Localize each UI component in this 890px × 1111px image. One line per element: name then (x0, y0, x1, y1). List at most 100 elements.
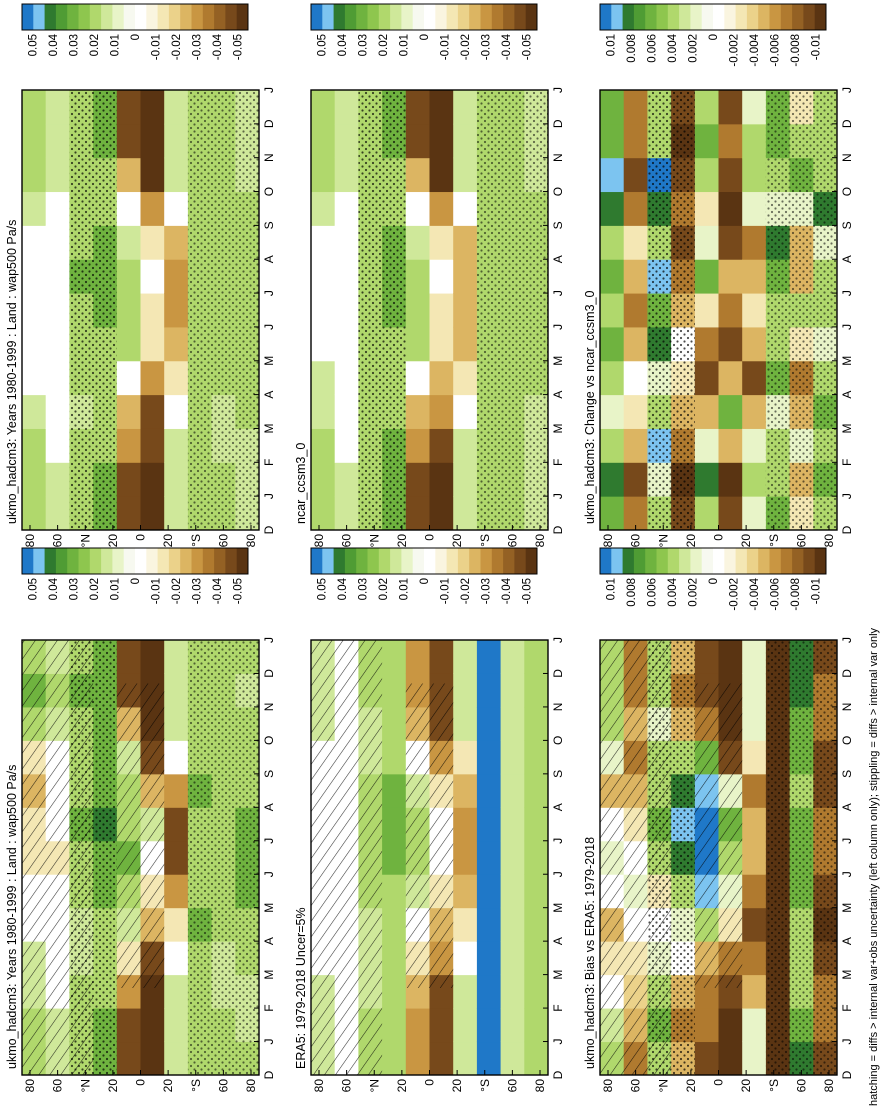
colorbar-swatch (446, 4, 459, 30)
heat-cell (453, 462, 478, 497)
heat-cell (116, 1008, 141, 1043)
lat-tick-label: °N (78, 534, 92, 547)
colorbar-swatch (792, 548, 804, 574)
stipple-overlay (765, 90, 837, 530)
month-tick-label: N (840, 153, 854, 162)
heat-cell (694, 640, 719, 674)
colorbar-swatch (600, 548, 612, 574)
colorbar-label: 0.02 (89, 578, 101, 600)
heat-cell (140, 1041, 165, 1076)
heat-cell (500, 907, 525, 942)
heat-cell (164, 360, 189, 396)
month-tick-label: J (840, 871, 854, 877)
colorbar-swatch (146, 4, 158, 30)
colorbar-swatch (679, 548, 691, 574)
heat-cell (311, 225, 336, 260)
colorbar-swatch (645, 4, 657, 30)
month-tick-label: N (262, 703, 276, 712)
heat-cell (600, 157, 625, 193)
colorbar-swatch (101, 4, 113, 30)
lat-tick-label: 60 (51, 534, 65, 548)
colorbar-label: -0.03 (192, 34, 204, 60)
heat-cell (453, 840, 478, 875)
heat-cell (623, 259, 648, 294)
heat-cell (382, 874, 407, 909)
heat-cell (164, 974, 189, 1009)
colorbar-label: -0.04 (501, 33, 513, 60)
heat-cell (742, 394, 767, 429)
heat-cell (694, 1008, 719, 1043)
lat-tick-label: 20 (161, 1079, 175, 1093)
colorbar-swatch (67, 4, 79, 30)
heat-cell (453, 157, 478, 193)
colorbar-swatch (356, 548, 368, 574)
heat-cell (600, 191, 625, 226)
colorbar-swatch (525, 4, 538, 30)
colorbar-swatch (622, 4, 635, 30)
colorbar-swatch (55, 4, 68, 30)
month-tick-label: J (840, 637, 854, 643)
heat-cell (140, 394, 165, 429)
colorbar-label: -0.004 (749, 577, 761, 610)
heat-cell (140, 191, 165, 226)
heat-cell (742, 360, 767, 396)
heat-cell (453, 640, 478, 674)
heat-cell (405, 123, 430, 159)
colorbar-label: -0.01 (151, 578, 163, 604)
colorbar-swatch (390, 4, 402, 30)
lat-tick-label: °S (189, 534, 203, 547)
heat-cell (623, 157, 648, 193)
heat-cell (116, 326, 141, 362)
lat-tick-label: 80 (312, 1079, 326, 1093)
lat-tick-label: °N (78, 1079, 92, 1092)
lat-tick-label: °N (367, 1079, 381, 1092)
colorbar-swatch (333, 548, 346, 574)
colorbar-swatch (123, 548, 136, 574)
month-tick-label: J (551, 493, 565, 499)
heat-cell (524, 907, 549, 942)
colorbar-swatch (611, 548, 623, 574)
heat-cell (718, 462, 743, 497)
heat-cell (311, 462, 336, 497)
heat-cell (164, 706, 189, 741)
heat-cell (600, 462, 625, 497)
month-tick-label: J (840, 290, 854, 296)
heat-cell (453, 807, 478, 842)
month-tick-label: J (840, 493, 854, 499)
colorbar-swatch (792, 4, 804, 30)
heat-cell (718, 640, 743, 674)
heat-cell (742, 225, 767, 260)
heat-cell (334, 191, 359, 226)
heat-cell (623, 394, 648, 429)
heat-cell (116, 259, 141, 294)
colorbar-swatch (191, 4, 204, 30)
month-tick-label: D (551, 525, 565, 534)
colorbar-swatch (667, 4, 680, 30)
colorbar-swatch (322, 548, 334, 574)
colorbar-swatch (633, 548, 646, 574)
month-tick-label: M (551, 356, 565, 366)
heat-cell (334, 326, 359, 362)
heat-cell (718, 1008, 743, 1043)
colorbar-swatch (656, 548, 669, 574)
colorbar-swatch (735, 548, 748, 574)
heat-cell (334, 496, 359, 531)
stipple-overlay (187, 640, 259, 1075)
colorbar-frame (21, 3, 249, 31)
lat-tick-label: 60 (340, 534, 354, 548)
heat-cell (453, 773, 478, 808)
colorbar-swatch (33, 4, 45, 30)
colorbar-label: -0.008 (790, 34, 802, 67)
colorbar-label: 0.01 (398, 578, 410, 600)
heat-cell (476, 807, 502, 842)
colorbar-label: 0.004 (667, 33, 679, 62)
heat-cell (45, 360, 70, 396)
heat-cell (694, 225, 719, 260)
heat-cell (164, 496, 189, 531)
colorbar-swatch (412, 548, 425, 574)
colorbar-swatch (514, 4, 527, 30)
heat-cell (45, 326, 70, 362)
colorbar-label: 0.04 (337, 33, 349, 56)
heat-cell (382, 807, 407, 842)
colorbar-swatch (22, 4, 34, 30)
